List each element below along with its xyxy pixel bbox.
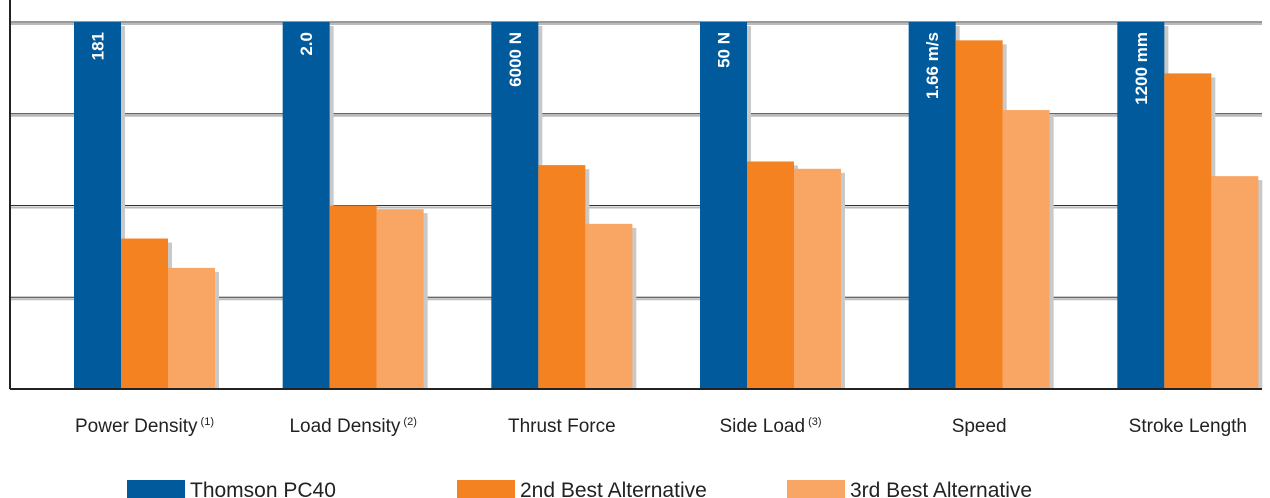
bar-value-label: 1.66 m/s	[923, 32, 942, 99]
legend-swatch	[457, 480, 515, 498]
bar-value-label: 181	[89, 32, 108, 60]
bar-2nd-best-alternative-0	[121, 238, 168, 389]
bar-value-labels: 181 2.0 6000 N 50 N 1.66 m/s 1200 mm	[89, 32, 1151, 105]
bar-thomson-pc40-0	[74, 22, 121, 389]
bar-thomson-pc40-3	[700, 22, 747, 389]
bar-thomson-pc40-1	[282, 22, 330, 389]
legend-label: Thomson PC40	[190, 479, 336, 498]
bar-2nd-best-alternative-4	[955, 40, 1003, 389]
bar-3rd-best-alternative-0	[168, 267, 215, 389]
axes	[9, 0, 1262, 390]
category-label: Side Load (3)	[719, 416, 821, 437]
legend: Thomson PC40 2nd Best Alternative 3rd Best…	[127, 479, 1032, 498]
bar-thomson-pc40-4	[908, 22, 956, 389]
bar-2nd-best-alternative-2	[538, 165, 586, 389]
bar-3rd-best-alternative-4	[1002, 110, 1050, 389]
bar-value-label: 2.0	[297, 32, 316, 56]
bar-2nd-best-alternative-1	[329, 205, 377, 389]
legend-label: 2nd Best Alternative	[520, 479, 707, 498]
bar-thomson-pc40-5	[1117, 22, 1165, 389]
bar-value-label: 6000 N	[506, 32, 525, 87]
bar-3rd-best-alternative-2	[585, 223, 633, 389]
bar-3rd-best-alternative-3	[794, 168, 841, 389]
legend-swatch	[787, 480, 845, 498]
legend-label: 3rd Best Alternative	[850, 479, 1032, 498]
bar-value-label: 50 N	[715, 32, 734, 68]
category-label: Power Density (1)	[75, 416, 214, 437]
category-label: Load Density (2)	[289, 416, 416, 437]
bar-3rd-best-alternative-5	[1211, 176, 1259, 389]
legend-swatch	[127, 480, 185, 498]
bar-thomson-pc40-2	[491, 22, 539, 389]
category-label: Stroke Length	[1129, 416, 1247, 437]
category-labels: Power Density (1) Load Density (2) Thrust …	[75, 416, 1247, 437]
category-label: Speed	[952, 416, 1007, 437]
category-label: Thrust Force	[508, 416, 616, 437]
bar-value-label: 1200 mm	[1132, 32, 1151, 105]
bar-2nd-best-alternative-5	[1164, 73, 1212, 389]
bar-3rd-best-alternative-1	[376, 209, 424, 389]
bar-2nd-best-alternative-3	[747, 161, 794, 389]
bars	[74, 22, 1263, 389]
